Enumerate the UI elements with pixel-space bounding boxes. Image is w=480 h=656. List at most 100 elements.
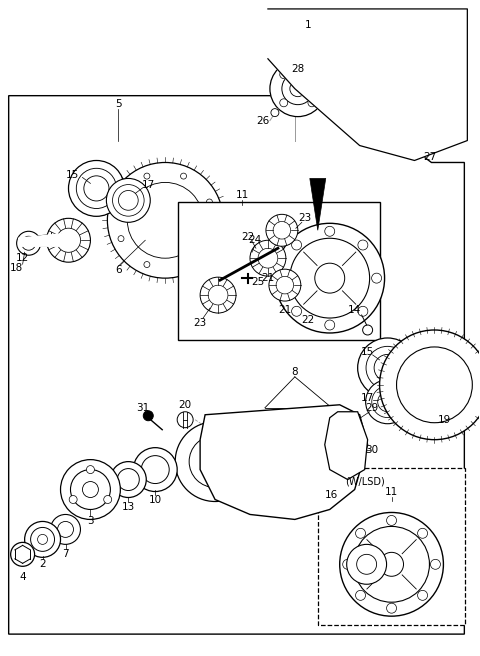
Circle shape (370, 31, 459, 121)
Circle shape (358, 306, 368, 316)
Circle shape (396, 37, 406, 47)
Text: 31: 31 (136, 403, 149, 413)
Circle shape (69, 161, 124, 216)
Circle shape (104, 495, 112, 504)
Polygon shape (325, 412, 368, 480)
Circle shape (127, 182, 203, 258)
Circle shape (47, 218, 90, 262)
Text: 25: 25 (252, 277, 264, 287)
Circle shape (282, 73, 314, 105)
Circle shape (292, 240, 301, 250)
Bar (318, 468, 465, 625)
Circle shape (69, 495, 77, 504)
Circle shape (84, 176, 109, 201)
Circle shape (290, 238, 370, 318)
Text: 11: 11 (385, 487, 398, 497)
Circle shape (258, 249, 278, 268)
Text: 30: 30 (365, 445, 378, 455)
Text: 15: 15 (361, 347, 374, 357)
Circle shape (290, 81, 306, 96)
Circle shape (180, 173, 187, 179)
Circle shape (325, 320, 335, 330)
Circle shape (396, 105, 406, 115)
Text: 26: 26 (256, 115, 270, 125)
Circle shape (273, 222, 291, 239)
Circle shape (175, 422, 255, 501)
Circle shape (431, 560, 441, 569)
Circle shape (356, 590, 366, 600)
Text: 19: 19 (438, 415, 451, 424)
Circle shape (180, 262, 187, 268)
Polygon shape (19, 232, 75, 246)
Circle shape (144, 411, 153, 420)
Circle shape (278, 273, 288, 283)
Text: 20: 20 (179, 400, 192, 410)
Circle shape (117, 468, 139, 491)
Circle shape (76, 169, 117, 209)
Polygon shape (9, 96, 464, 634)
Circle shape (275, 223, 384, 333)
Circle shape (108, 163, 223, 278)
Circle shape (372, 386, 403, 418)
Text: 28: 28 (291, 64, 304, 73)
Text: 27: 27 (423, 152, 436, 163)
Circle shape (133, 447, 177, 491)
Text: 10: 10 (149, 495, 162, 504)
Circle shape (358, 338, 418, 398)
Circle shape (280, 71, 288, 79)
Text: 12: 12 (16, 253, 29, 263)
Text: 24: 24 (248, 236, 262, 245)
Circle shape (141, 456, 169, 483)
Circle shape (347, 544, 386, 584)
Circle shape (208, 285, 228, 305)
Circle shape (308, 99, 316, 107)
Circle shape (354, 526, 430, 602)
Circle shape (308, 71, 316, 79)
Circle shape (60, 460, 120, 520)
Circle shape (424, 37, 433, 47)
Circle shape (119, 190, 138, 210)
Circle shape (340, 512, 444, 616)
Circle shape (444, 56, 454, 67)
Text: 8: 8 (291, 367, 298, 377)
Text: 5: 5 (115, 98, 121, 109)
Circle shape (374, 354, 401, 381)
Circle shape (107, 178, 150, 222)
Circle shape (292, 306, 301, 316)
Circle shape (357, 554, 377, 574)
Circle shape (269, 269, 301, 301)
Text: 6: 6 (115, 265, 121, 275)
Text: 18: 18 (10, 263, 23, 273)
Circle shape (37, 535, 48, 544)
Circle shape (206, 236, 213, 241)
Text: 22: 22 (301, 315, 314, 325)
Circle shape (50, 514, 81, 544)
Text: 23: 23 (193, 318, 207, 328)
Circle shape (144, 173, 150, 179)
Text: 7: 7 (62, 549, 69, 560)
Circle shape (372, 273, 382, 283)
Circle shape (83, 482, 98, 497)
Circle shape (110, 462, 146, 497)
Text: 17: 17 (361, 393, 374, 403)
Circle shape (403, 64, 426, 88)
Text: 1: 1 (304, 20, 311, 30)
Circle shape (363, 325, 372, 335)
Circle shape (206, 199, 213, 205)
Polygon shape (200, 405, 368, 520)
Circle shape (189, 436, 241, 487)
Circle shape (22, 236, 36, 250)
Circle shape (336, 436, 360, 460)
Circle shape (276, 276, 294, 294)
Circle shape (118, 199, 124, 205)
Circle shape (375, 85, 385, 95)
Text: 14: 14 (348, 305, 361, 315)
Circle shape (366, 380, 409, 424)
Circle shape (112, 184, 144, 216)
Circle shape (250, 240, 286, 276)
Text: 15: 15 (66, 171, 79, 180)
Circle shape (266, 215, 298, 246)
Circle shape (325, 226, 335, 236)
Circle shape (418, 590, 428, 600)
Circle shape (387, 142, 396, 150)
